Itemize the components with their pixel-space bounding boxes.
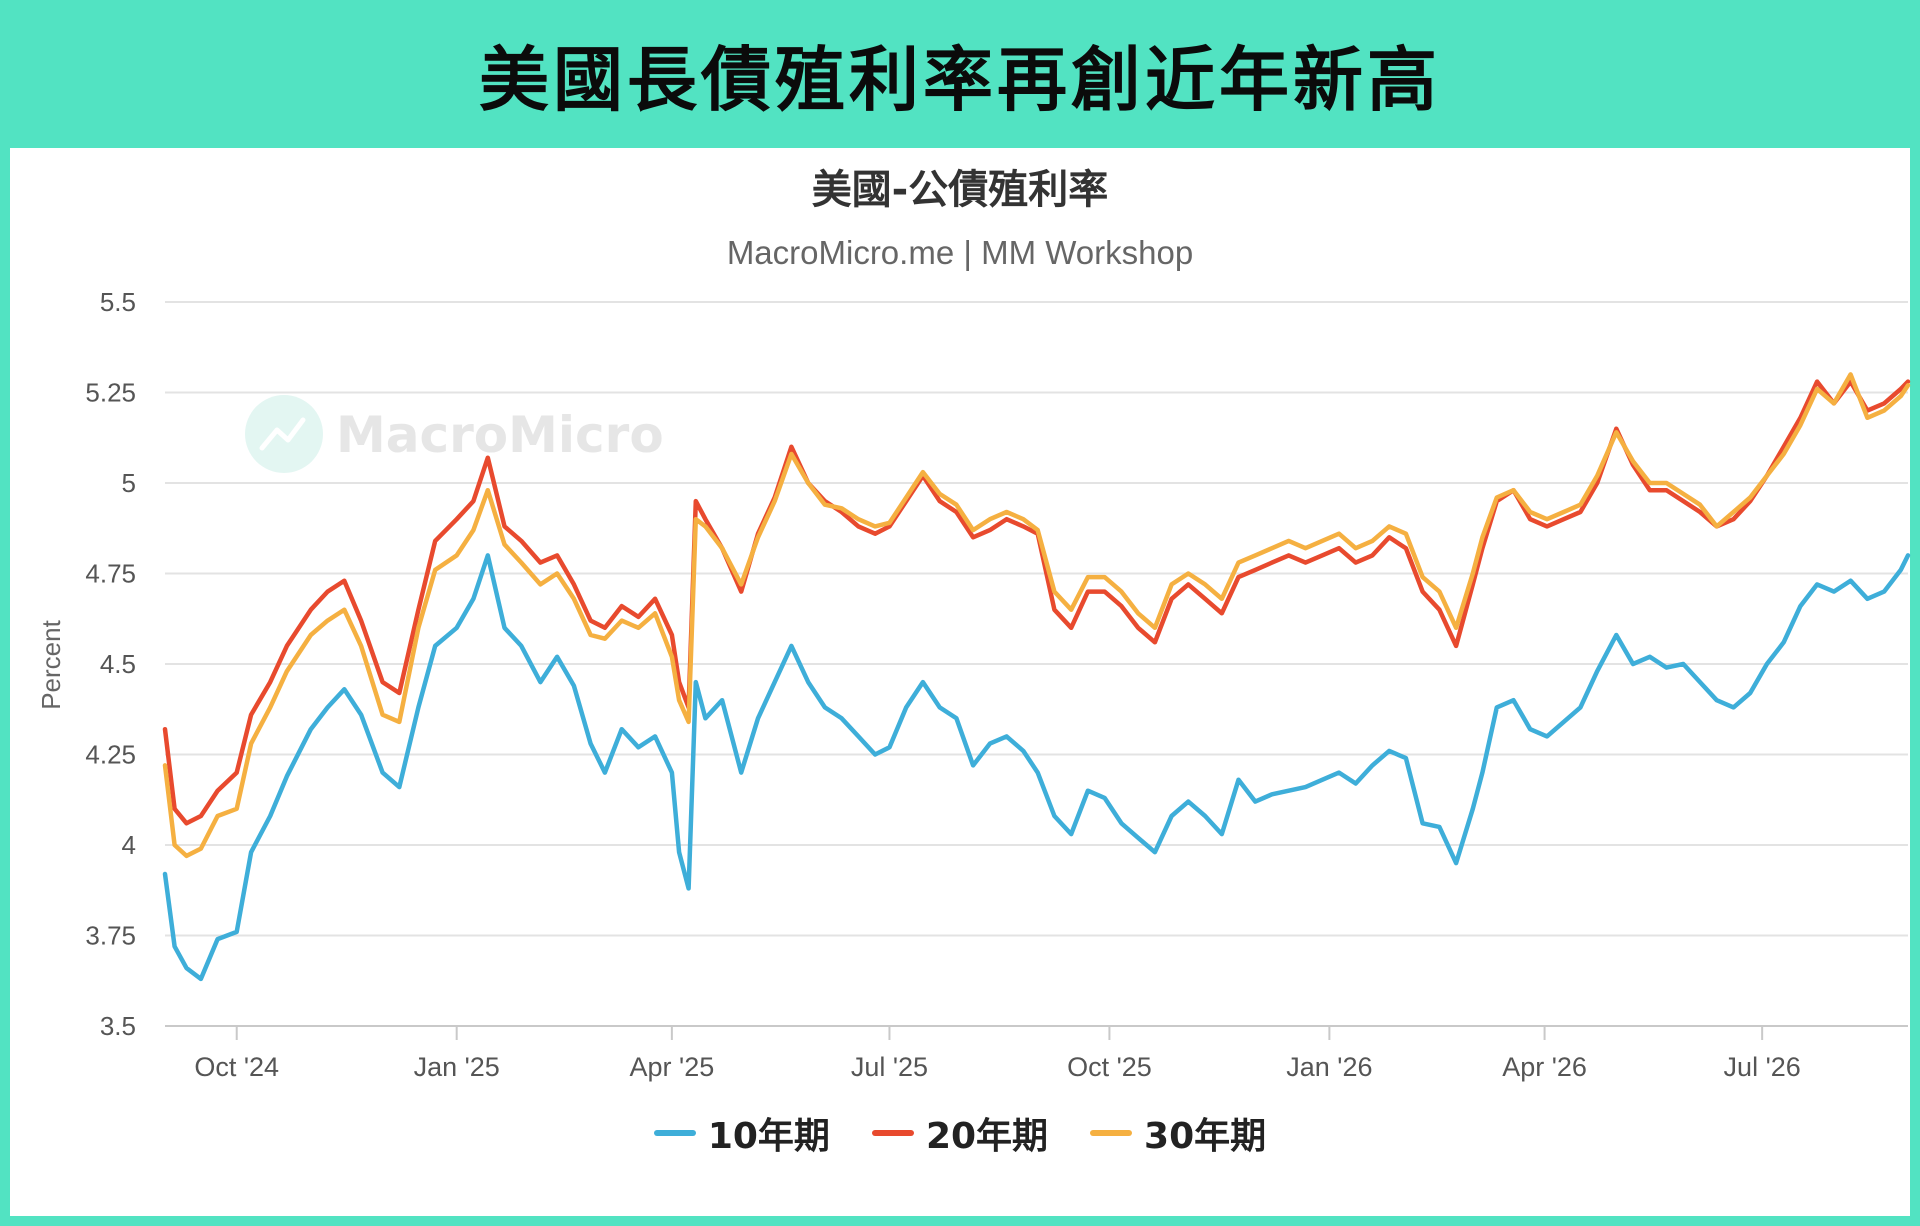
y-tick-label: 4 — [122, 830, 136, 860]
series-lines — [162, 372, 1911, 982]
y-tick-label: 5.25 — [85, 378, 136, 408]
series-line-10y — [162, 553, 1911, 982]
y-axis-label: Percent — [36, 619, 66, 709]
y-tick-label: 4.75 — [85, 559, 136, 589]
legend-item-30y[interactable]: 30年期 — [1090, 1107, 1266, 1159]
x-tick-label: Jul '25 — [851, 1052, 928, 1082]
legend-label-30y: 30年期 — [1144, 1116, 1267, 1157]
y-tick-label: 4.5 — [100, 649, 136, 679]
y-tick-label: 3.5 — [100, 1011, 136, 1041]
banner-title: 美國長債殖利率再創近年新高 — [479, 38, 1441, 121]
grid — [165, 301, 1908, 1027]
y-tick-labels: 3.5 3.75 4 4.25 4.5 4.75 5 5.25 5.5 — [85, 287, 136, 1041]
watermark: MacroMicro — [245, 395, 664, 473]
banner: 美國長債殖利率再創近年新高 — [0, 0, 1920, 148]
legend-swatch-20y — [871, 1130, 914, 1136]
legend-swatch-30y — [1090, 1130, 1133, 1136]
chart-subtitle: MacroMicro.me | MM Workshop — [727, 234, 1193, 271]
y-tick-label: 4.25 — [85, 740, 136, 770]
watermark-logo-line — [259, 417, 306, 451]
y-tick-label: 3.75 — [85, 921, 136, 951]
y-tick-label: 5 — [122, 468, 136, 498]
legend-label-20y: 20年期 — [925, 1116, 1049, 1157]
watermark-text: MacroMicro — [336, 406, 664, 464]
legend-swatch-10y — [653, 1130, 696, 1136]
legend-label-10y: 10年期 — [707, 1116, 830, 1157]
series-line-30y — [162, 372, 1911, 859]
x-tick-label: Apr '25 — [630, 1052, 715, 1082]
x-tick-label: Oct '24 — [194, 1052, 279, 1082]
legend-item-20y[interactable]: 20年期 — [871, 1107, 1049, 1159]
legend: 10年期 20年期 30年期 — [0, 1108, 1920, 1158]
y-tick-label: 5.5 — [100, 287, 136, 317]
x-ticks: Oct '24 Jan '25 Apr '25 Jul '25 Oct '25 Jan '… — [165, 1025, 1908, 1082]
x-tick-label: Jan '26 — [1286, 1052, 1372, 1082]
x-tick-label: Jul '26 — [1724, 1052, 1801, 1082]
x-tick-label: Jan '25 — [414, 1052, 500, 1082]
x-tick-label: Oct '25 — [1067, 1052, 1152, 1082]
chart-title: 美國-公債殖利率 — [812, 167, 1109, 213]
legend-item-10y[interactable]: 10年期 — [653, 1107, 830, 1159]
x-tick-label: Apr '26 — [1502, 1052, 1587, 1082]
